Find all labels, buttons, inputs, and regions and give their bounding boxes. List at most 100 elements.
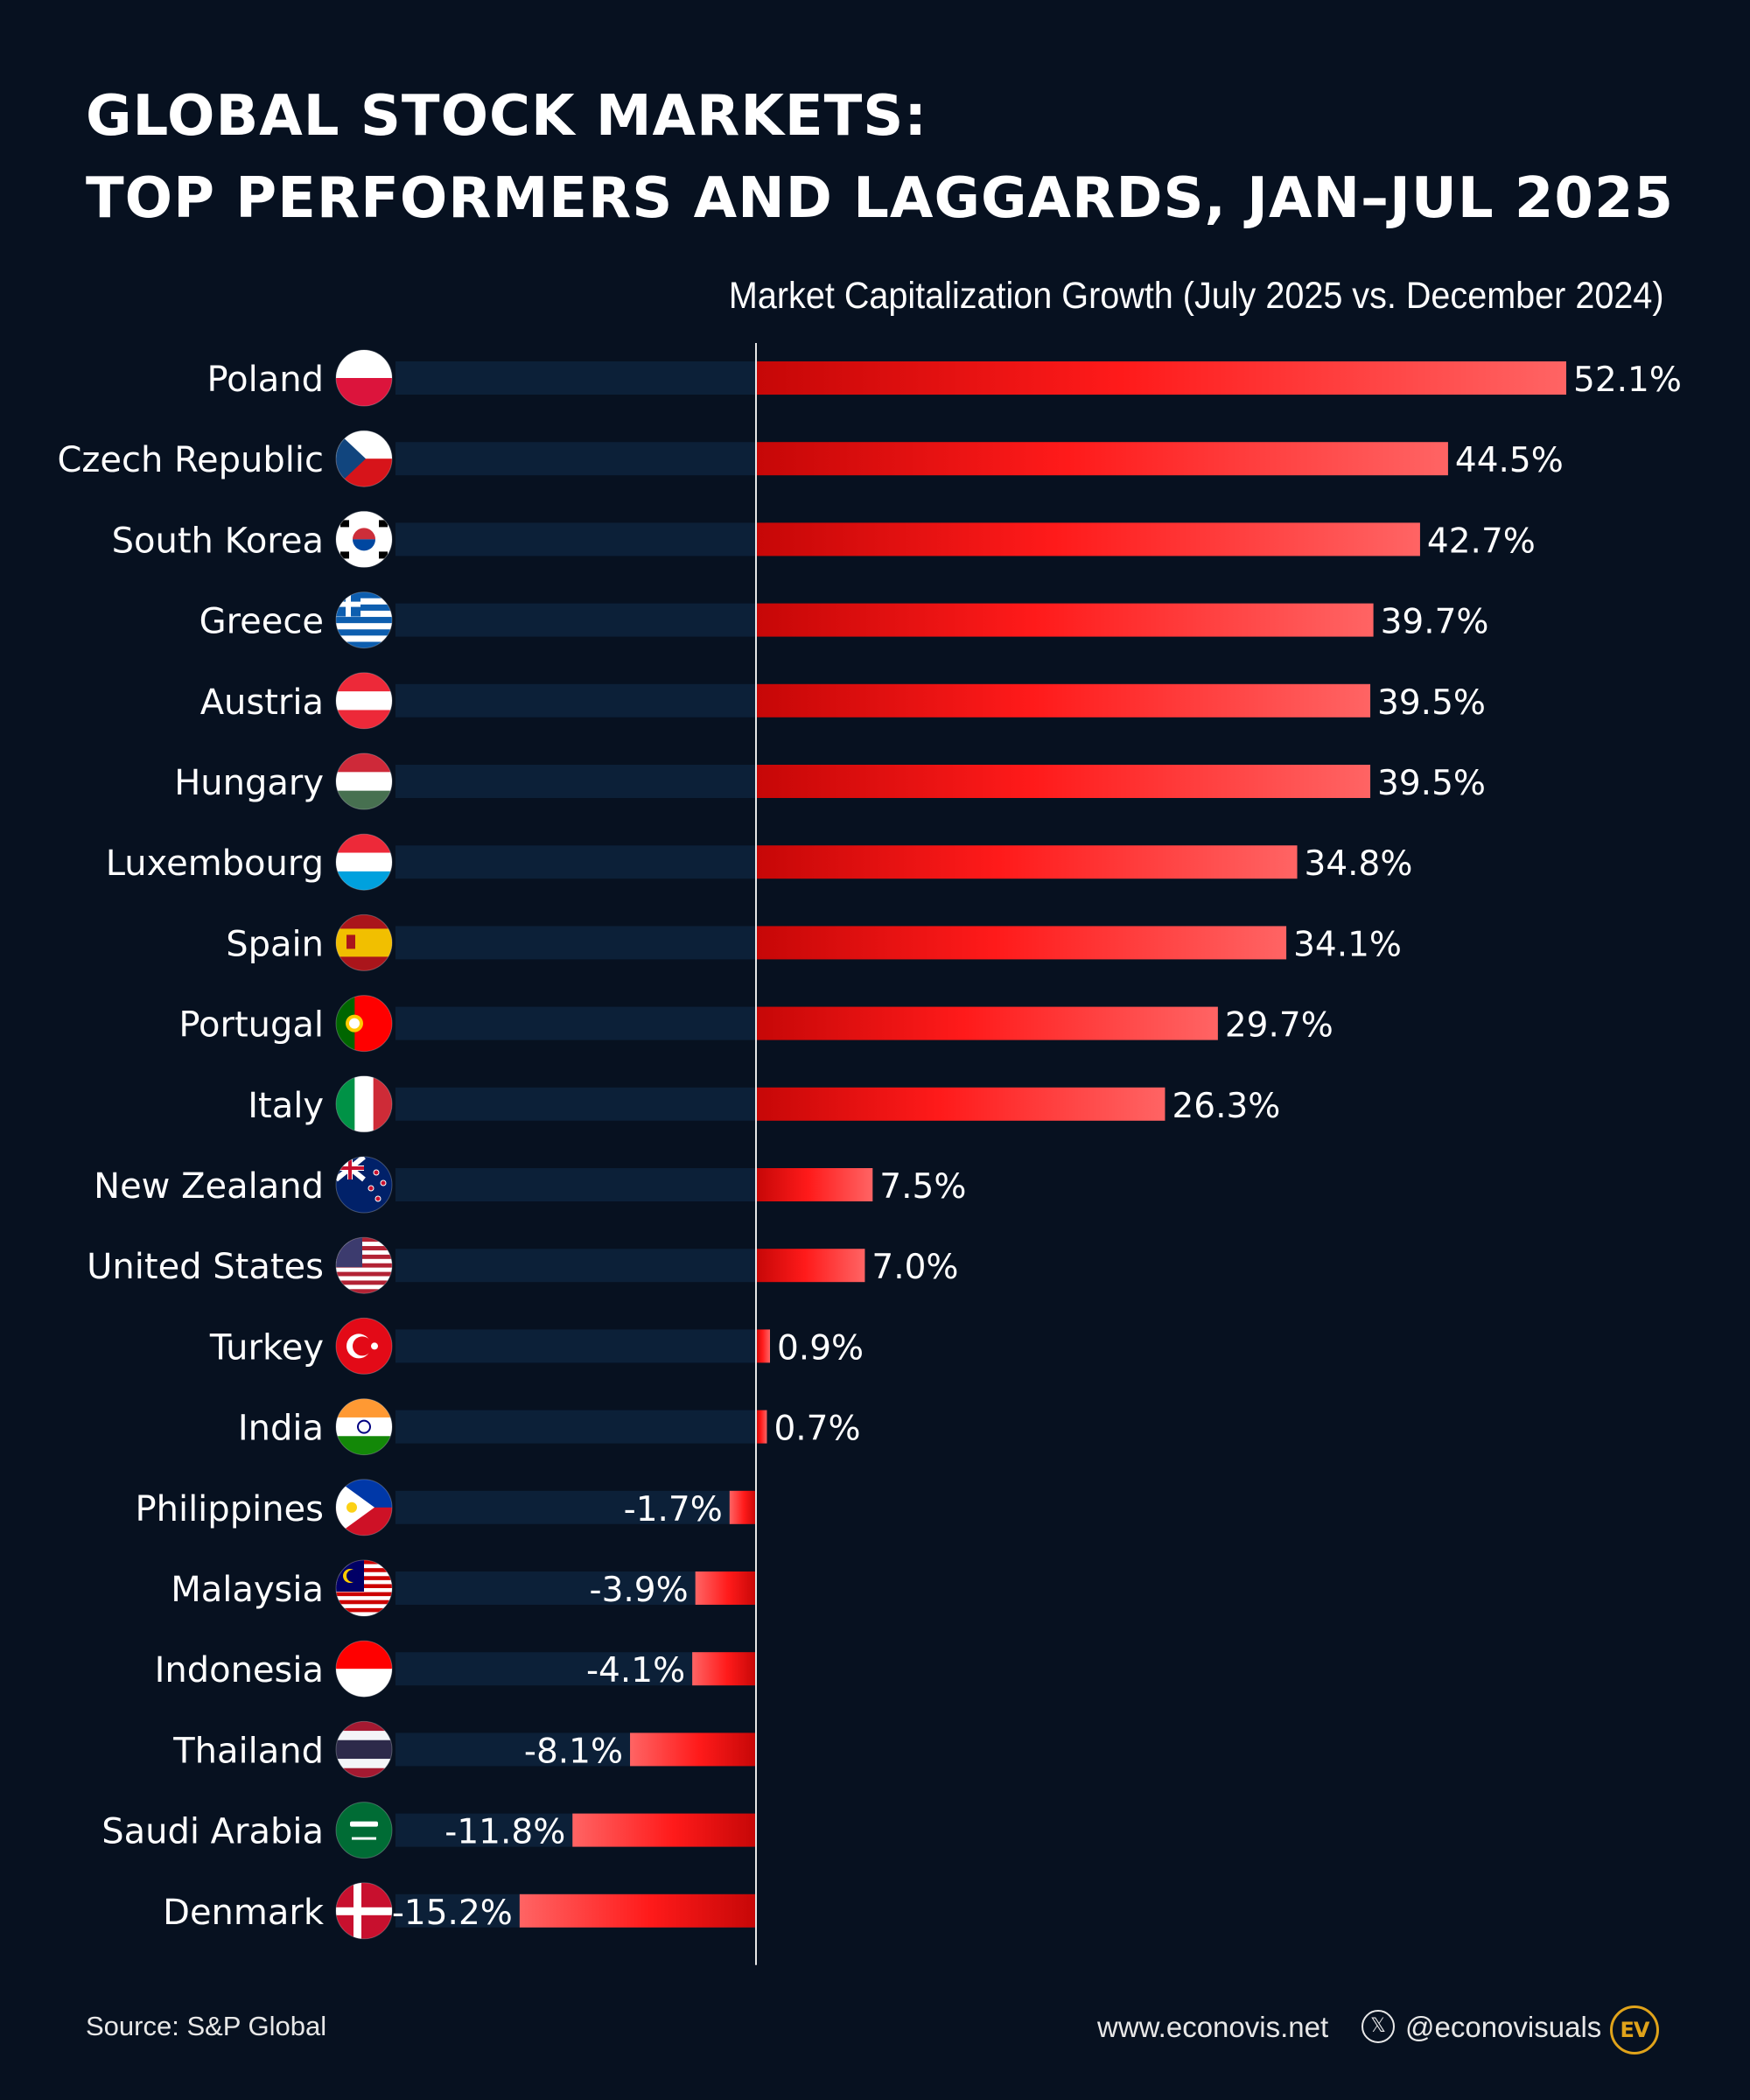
category-label-malaysia: Malaysia [171,1570,324,1610]
value-label-india: 0.7% [774,1410,860,1449]
category-label-poland: Poland [206,360,324,400]
category-label-czech-republic: Czech Republic [57,440,324,480]
econovis-logo: EV [1610,2006,1659,2054]
category-label-portugal: Portugal [178,1005,324,1046]
india-flag-icon [335,1398,393,1456]
value-label-denmark: -15.2% [392,1894,513,1933]
bar-malaysia [695,1572,756,1605]
bar-saudi-arabia [572,1813,756,1847]
bar-hungary [756,765,1371,798]
bar-turkey [756,1329,770,1363]
bar-south-korea [756,522,1420,556]
bar-poland [756,361,1566,395]
new-zealand-flag-icon [335,1156,393,1214]
czech-republic-flag-icon [335,430,393,487]
turkey-flag-icon [335,1317,393,1375]
value-label-malaysia: -3.9% [590,1571,689,1610]
track-spain [396,926,756,960]
philippines-flag-icon [335,1479,393,1536]
track-philippines [396,1490,756,1524]
track-luxembourg [396,845,756,879]
value-label-indonesia: -4.1% [586,1651,685,1690]
category-label-denmark: Denmark [163,1893,325,1933]
malaysia-flag-icon [335,1559,393,1617]
indonesia-flag-icon [335,1640,393,1698]
track-czech-republic [396,442,756,476]
saudi-arabia-flag-icon [335,1802,393,1859]
category-label-saudi-arabia: Saudi Arabia [102,1812,324,1852]
denmark-flag-icon [335,1882,393,1940]
value-label-poland: 52.1% [1573,360,1682,400]
category-label-luxembourg: Luxembourg [106,844,324,884]
x-logo-icon: 𝕏 [1362,2010,1395,2043]
bar-denmark [519,1894,756,1928]
category-label-philippines: Philippines [135,1489,324,1530]
bar-portugal [756,1006,1218,1040]
south-korea-flag-icon [335,510,393,568]
spain-flag-icon [335,914,393,971]
bar-philippines [729,1490,756,1524]
value-label-greece: 39.7% [1381,603,1489,642]
title-line-2: TOP PERFORMERS AND LAGGARDS, JAN–JUL 202… [86,166,1674,231]
value-label-italy: 26.3% [1172,1087,1280,1126]
bar-thailand [630,1732,756,1767]
thailand-flag-icon [335,1720,393,1778]
social-handle[interactable]: @econovisuals [1405,2011,1602,2043]
track-united-states [396,1249,756,1283]
luxembourg-flag-icon [335,833,393,891]
category-label-india: India [238,1409,324,1449]
track-greece [396,603,756,637]
track-new-zealand [396,1168,756,1201]
value-label-thailand: -8.1% [524,1732,623,1771]
bar-austria [756,683,1371,718]
value-label-czech-republic: 44.5% [1455,441,1564,480]
website-link[interactable]: www.econovis.net [1097,2011,1329,2043]
track-portugal [396,1006,756,1040]
bar-new-zealand [756,1168,873,1201]
track-hungary [396,765,756,798]
value-label-hungary: 39.5% [1377,764,1486,803]
bar-luxembourg [756,845,1298,879]
portugal-flag-icon [335,995,393,1053]
value-label-spain: 34.1% [1293,925,1402,964]
bar-indonesia [692,1652,756,1686]
bar-spain [756,926,1287,960]
track-poland [396,361,756,395]
bar-india [756,1410,767,1444]
value-label-portugal: 29.7% [1225,1006,1334,1046]
value-label-saudi-arabia: -11.8% [444,1813,565,1852]
hungary-flag-icon [335,752,393,810]
category-label-south-korea: South Korea [112,521,324,561]
value-label-new-zealand: 7.5% [879,1167,966,1207]
track-italy [396,1087,756,1121]
category-label-austria: Austria [200,682,324,723]
austria-flag-icon [335,672,393,730]
value-label-south-korea: 42.7% [1427,522,1536,561]
chart-subtitle: Market Capitalization Growth (July 2025 … [729,275,1664,317]
value-label-philippines: -1.7% [624,1490,723,1530]
category-label-indonesia: Indonesia [155,1650,324,1690]
value-label-austria: 39.5% [1377,683,1486,723]
category-label-italy: Italy [248,1086,324,1126]
bar-italy [756,1087,1166,1121]
source-note: Source: S&P Global [86,2011,327,2041]
track-austria [396,683,756,718]
bar-czech-republic [756,442,1448,476]
value-label-united-states: 7.0% [872,1248,958,1287]
title-line-1: GLOBAL STOCK MARKETS: [86,84,928,149]
chart-title: GLOBAL STOCK MARKETS: TOP PERFORMERS AND… [86,75,1704,240]
value-label-luxembourg: 34.8% [1305,844,1413,884]
track-turkey [396,1329,756,1363]
category-label-turkey: Turkey [209,1327,324,1368]
category-label-united-states: United States [87,1247,324,1287]
bar-united-states [756,1249,865,1283]
greece-flag-icon [335,592,393,649]
category-label-thailand: Thailand [172,1731,324,1771]
category-label-hungary: Hungary [174,763,324,803]
category-label-spain: Spain [226,924,324,964]
track-south-korea [396,522,756,556]
value-label-turkey: 0.9% [777,1328,864,1368]
united-states-flag-icon [335,1236,393,1294]
italy-flag-icon [335,1075,393,1133]
